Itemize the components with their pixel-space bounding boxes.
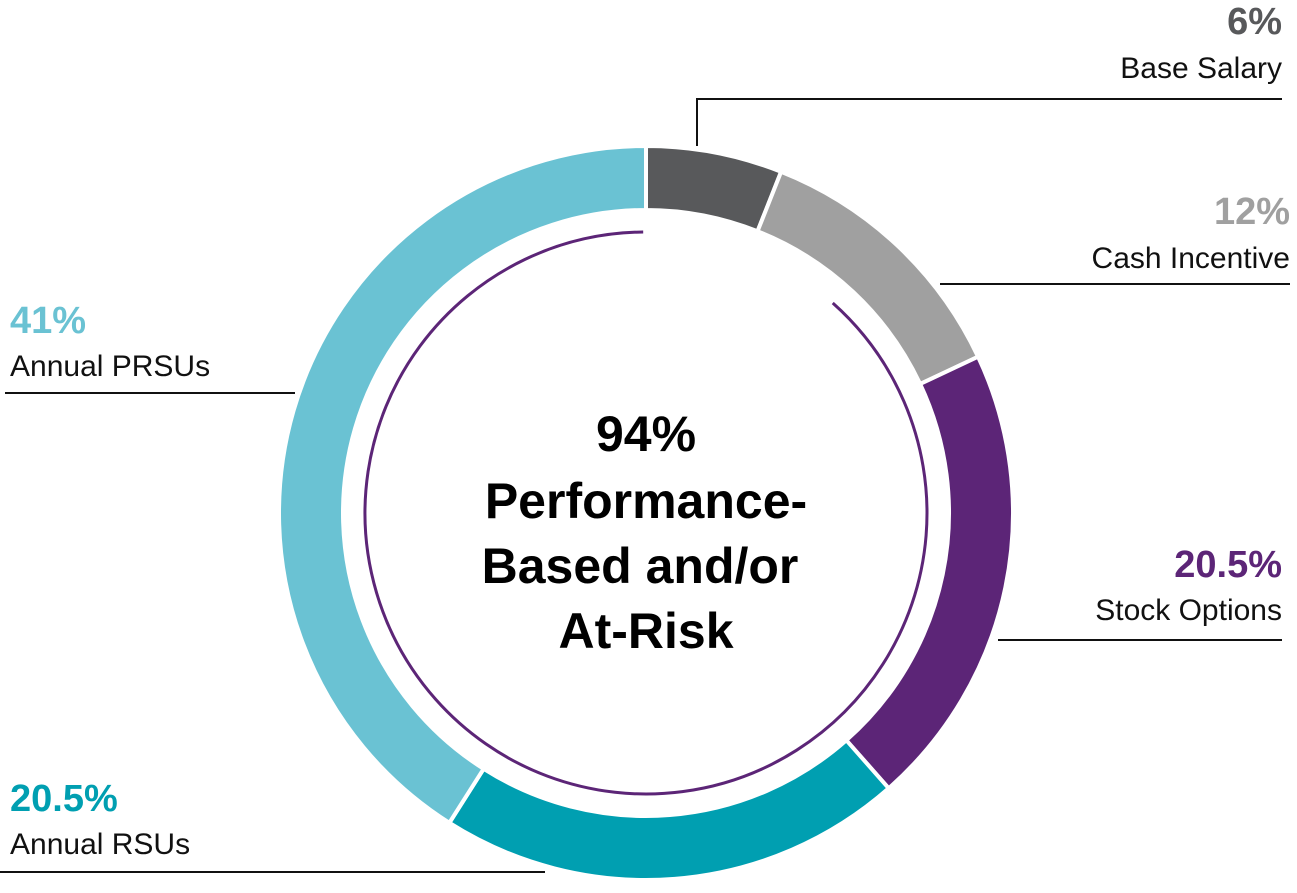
leader-line — [696, 98, 1282, 146]
center-line: Based and/or — [482, 538, 799, 594]
donut-slice — [843, 354, 1015, 792]
center-line: Performance- — [485, 473, 807, 529]
value-label: 12% — [1214, 191, 1290, 233]
donut-slice — [754, 169, 981, 387]
value-label: 20.5% — [10, 778, 118, 820]
center-value: 94% — [596, 406, 696, 462]
category-label: Cash Incentive — [1092, 242, 1290, 275]
category-label: Annual RSUs — [10, 828, 190, 861]
category-label: Annual PRSUs — [10, 350, 210, 383]
category-label: Stock Options — [1095, 594, 1282, 627]
category-label: Base Salary — [1120, 52, 1282, 85]
center-line: At-Risk — [558, 603, 733, 659]
value-label: 41% — [10, 300, 86, 342]
value-label: 20.5% — [1174, 544, 1282, 586]
value-label: 6% — [1227, 1, 1282, 43]
donut-slice — [277, 143, 648, 826]
center-arc — [363, 230, 929, 796]
